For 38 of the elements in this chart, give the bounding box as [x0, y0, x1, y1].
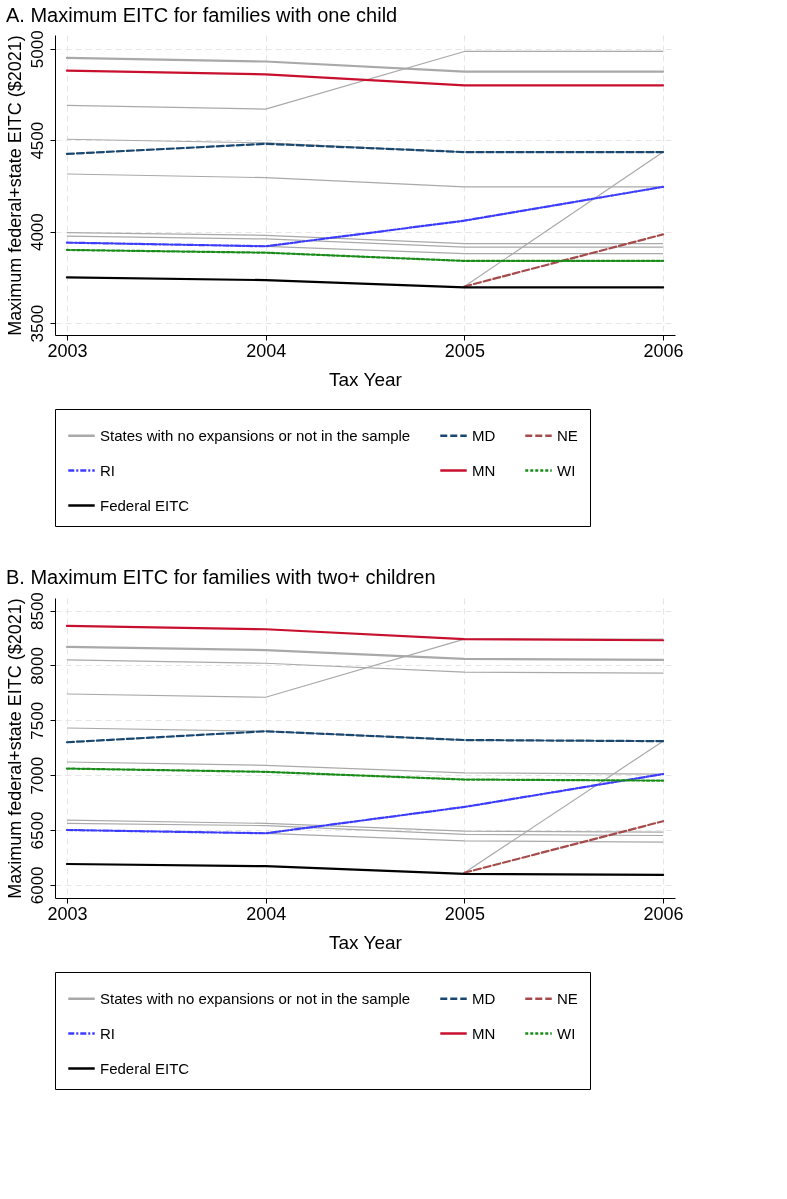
x-tick-label: 2004: [246, 340, 287, 361]
y-tick-label: 3500: [27, 304, 47, 343]
y-tick-label: 8500: [27, 592, 47, 631]
legend-label: MN: [472, 461, 496, 479]
x-axis-title: Tax Year: [329, 368, 403, 390]
y-axis-title: Maximum federal+state EITC ($2021): [4, 35, 25, 336]
y-tick-label: 6500: [27, 811, 47, 850]
legend-label: MN: [472, 1024, 496, 1042]
y-tick-label: 4000: [27, 213, 47, 252]
x-axis-title: Tax Year: [329, 931, 403, 953]
y-tick-label: 7000: [27, 756, 47, 795]
y-tick-label: 7500: [27, 701, 47, 740]
y-tick-label: 4500: [27, 121, 47, 160]
legend-label: States with no expansions or not in the sample: [100, 426, 411, 444]
y-tick-label: 5000: [27, 30, 47, 69]
x-tick-label: 2003: [47, 340, 88, 361]
x-tick-label: 2006: [643, 903, 684, 924]
legend-label: MD: [472, 989, 496, 1007]
x-tick-label: 2004: [246, 903, 287, 924]
x-tick-label: 2005: [444, 340, 485, 361]
legend-label: RI: [100, 1024, 115, 1042]
legend-label: Federal EITC: [100, 496, 190, 514]
legend-label: MD: [472, 426, 496, 444]
legend-label: WI: [557, 461, 576, 479]
chart-title: A. Maximum EITC for families with one child: [6, 3, 398, 26]
legend-label: WI: [557, 1024, 576, 1042]
y-tick-label: 8000: [27, 647, 47, 685]
legend-label: NE: [557, 989, 578, 1007]
legend-label: Federal EITC: [100, 1059, 190, 1077]
y-tick-label: 6000: [27, 866, 47, 905]
x-tick-label: 2003: [47, 903, 88, 924]
legend-label: States with no expansions or not in the sample: [100, 989, 411, 1007]
x-tick-label: 2006: [643, 340, 684, 361]
legend-label: RI: [100, 461, 115, 479]
chart-title: B. Maximum EITC for families with two+ children: [6, 565, 436, 588]
legend-label: NE: [557, 426, 578, 444]
y-axis-title: Maximum federal+state EITC ($2021): [4, 598, 25, 899]
x-tick-label: 2005: [444, 903, 485, 924]
